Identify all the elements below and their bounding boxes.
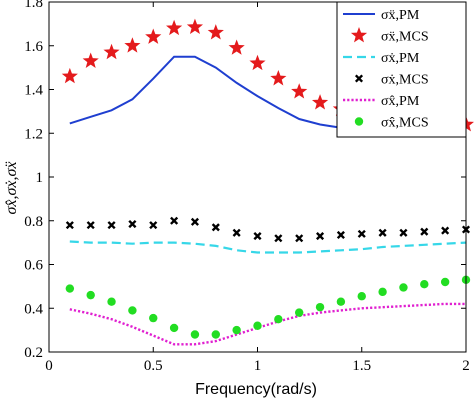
x-tick-label: 0.5 xyxy=(144,358,163,374)
data-point xyxy=(378,287,387,297)
data-point xyxy=(274,234,283,243)
data-point xyxy=(228,39,245,55)
data-point xyxy=(315,302,325,312)
data-point xyxy=(291,83,308,99)
series-line xyxy=(69,302,466,346)
data-point xyxy=(232,228,241,237)
legend: σẍ,PM σẍ,MCS σẋ,PM σẋ,MCS σx̂,PM σx̂,MCS xyxy=(336,1,467,138)
data-point xyxy=(420,279,429,289)
y-tick-label: 1.2 xyxy=(24,126,43,142)
data-point xyxy=(86,290,95,300)
data-point xyxy=(357,292,366,301)
data-point xyxy=(103,43,120,60)
legend-label: σẋ,MCS xyxy=(381,73,429,88)
axes: 0 0.5 1 1.5 2 0.2 0.4 0.6 0.8 1 1.2 1.4 1.6 1.8 xyxy=(24,0,470,374)
legend-entry: σx̂,PM xyxy=(343,94,420,109)
data-point xyxy=(274,314,283,324)
series-5 xyxy=(65,275,471,339)
x-axis-label: Frequency(rad/s) xyxy=(195,381,317,398)
data-point xyxy=(399,283,408,292)
y-axis-label: σx̂,σẋ,σẍ xyxy=(3,161,20,215)
legend-label: σx̂,MCS xyxy=(381,116,429,131)
series-line xyxy=(69,240,467,254)
data-point xyxy=(107,221,116,230)
data-point xyxy=(145,28,162,44)
y-tick-label: 1.4 xyxy=(24,83,43,99)
data-point xyxy=(270,70,287,86)
x-tick-label: 1 xyxy=(254,358,262,374)
data-point xyxy=(186,18,204,35)
y-tick-label: 0.2 xyxy=(24,345,43,361)
data-point xyxy=(128,306,137,315)
x-tick-label: 1.5 xyxy=(352,358,371,374)
x-tick-label: 2 xyxy=(462,358,470,374)
series-2 xyxy=(69,240,467,254)
legend-label: σẋ,PM xyxy=(381,51,420,66)
data-point xyxy=(399,228,408,237)
data-point xyxy=(440,277,450,287)
data-point xyxy=(253,321,262,330)
legend-label: σẍ,PM xyxy=(381,8,420,23)
data-point xyxy=(232,325,241,335)
data-point xyxy=(336,297,346,306)
y-tick-label: 1.8 xyxy=(24,0,43,11)
data-point xyxy=(65,221,74,230)
data-point xyxy=(207,24,224,40)
y-tick-label: 0.6 xyxy=(24,258,43,274)
legend-label: σx̂,PM xyxy=(381,94,420,109)
legend-entry: σẍ,MCS xyxy=(350,27,429,45)
y-tick-label: 0.8 xyxy=(24,214,43,230)
data-point xyxy=(211,223,220,232)
data-point xyxy=(61,67,78,84)
legend-entry: σẋ,MCS xyxy=(354,73,429,88)
data-point xyxy=(378,228,387,237)
data-point xyxy=(149,221,158,230)
data-point xyxy=(190,330,200,339)
y-tick-label: 1.6 xyxy=(24,39,43,55)
data-point xyxy=(253,232,262,241)
series-4 xyxy=(69,302,466,346)
data-point xyxy=(166,19,183,36)
data-point xyxy=(295,308,304,317)
data-point xyxy=(357,229,366,238)
data-point xyxy=(336,230,345,240)
legend-entry: σẋ,PM xyxy=(343,51,420,66)
series-3 xyxy=(65,216,471,243)
data-point xyxy=(149,313,158,323)
data-point xyxy=(190,217,199,226)
data-point xyxy=(420,227,429,236)
legend-swatch xyxy=(350,27,368,43)
data-point xyxy=(211,330,220,339)
data-point xyxy=(169,323,179,333)
legend-swatch xyxy=(354,74,364,83)
data-point xyxy=(249,54,266,71)
y-tick-label: 1 xyxy=(36,170,44,186)
data-point xyxy=(124,37,141,53)
data-point xyxy=(316,232,325,241)
data-point xyxy=(128,219,137,229)
legend-swatch xyxy=(354,117,364,126)
x-tick-label: 0 xyxy=(45,358,53,374)
legend-entry: σx̂,MCS xyxy=(354,116,429,131)
data-point xyxy=(295,234,304,243)
data-point xyxy=(82,52,99,68)
y-tick-label: 0.4 xyxy=(24,301,43,317)
data-point xyxy=(86,221,95,230)
data-point xyxy=(170,216,179,225)
data-point xyxy=(65,284,75,293)
data-point xyxy=(311,94,329,110)
legend-entry: σẍ,PM xyxy=(343,8,420,23)
legend-box xyxy=(336,1,467,138)
data-point xyxy=(107,297,116,306)
legend-label: σẍ,MCS xyxy=(381,30,429,45)
data-point xyxy=(441,226,450,235)
